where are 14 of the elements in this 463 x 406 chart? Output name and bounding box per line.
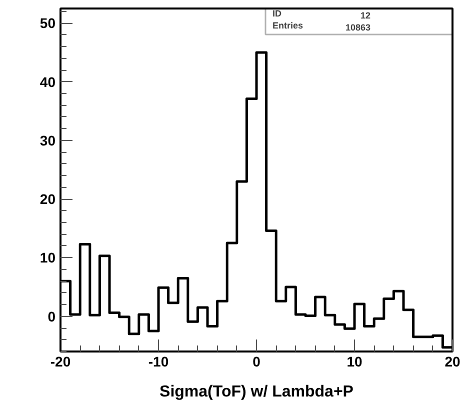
y-tick-label: 20 [40, 191, 56, 208]
x-tick-label: 0 [252, 354, 261, 370]
x-tick-label: 10 [346, 354, 362, 370]
y-tick-label: 0 [48, 308, 56, 324]
text: Entries 10863 [272, 20, 371, 32]
y-tick-label: 40 [40, 74, 56, 90]
x-tick-label: -20 [50, 354, 71, 370]
text: ID 12 [272, 8, 371, 20]
x-tick-label: 20 [444, 354, 460, 370]
y-tick-label: 30 [40, 132, 56, 148]
x-axis-title: Sigma(ToF) w/ Lambda+P [160, 384, 354, 400]
x-tick-label: -10 [148, 354, 169, 370]
y-tick-label: 10 [40, 250, 56, 266]
y-tick-label: 50 [40, 15, 56, 32]
